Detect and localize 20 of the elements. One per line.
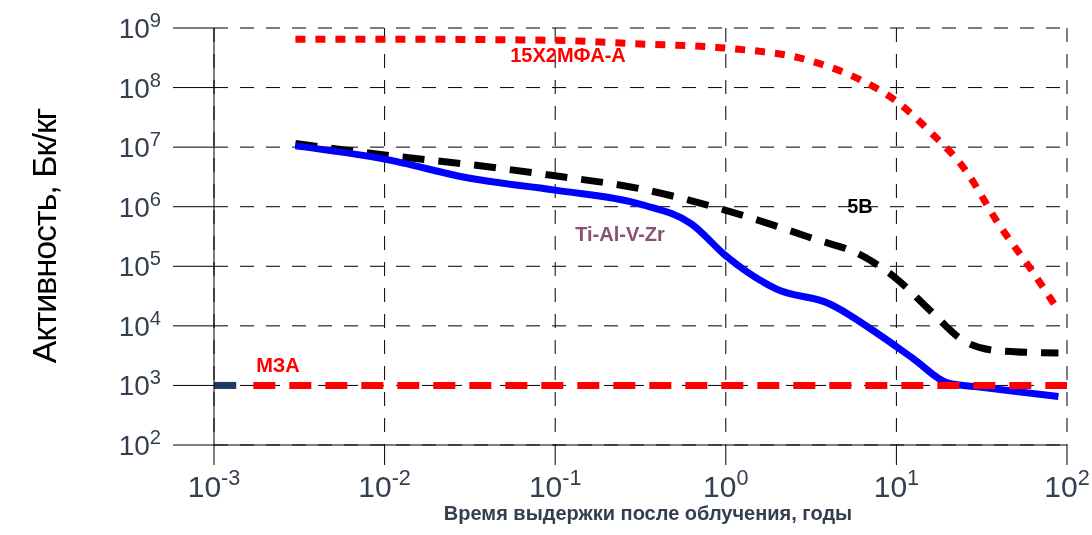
series-label: 15X2МФА-А [510, 44, 626, 66]
x-tick-label: 10$^{1}$ [873, 464, 920, 503]
y-tick-label: 10$^{4}$ [118, 306, 161, 342]
x-tick-label: 10$^{0}$ [703, 464, 749, 503]
x-tick-label: 10$^{-1}$ [528, 464, 582, 503]
y-tick-label: 10$^{3}$ [118, 366, 161, 402]
series-label: МЗА [256, 354, 300, 376]
y-axis-title: Активность, Бк/кг [25, 108, 63, 364]
x-tick-label: 10$^{2}$ [1044, 464, 1090, 503]
y-tick-label: 10$^{9}$ [118, 9, 161, 44]
series-label: 5B [847, 195, 873, 217]
y-tick-label: 10$^{7}$ [118, 128, 161, 164]
x-tick-label: 10$^{-2}$ [358, 464, 411, 503]
series-label: Ti-Al-V-Zr [575, 223, 666, 245]
x-tick-label: 10$^{-3}$ [187, 464, 241, 503]
y-tick-label: 10$^{5}$ [118, 247, 161, 283]
y-tick-label: 10$^{6}$ [118, 187, 161, 223]
y-tick-label: 10$^{8}$ [118, 68, 161, 104]
y-tick-label: 10$^{2}$ [118, 426, 161, 461]
x-axis-title: Время выдержки после облучения, годы [443, 502, 853, 524]
